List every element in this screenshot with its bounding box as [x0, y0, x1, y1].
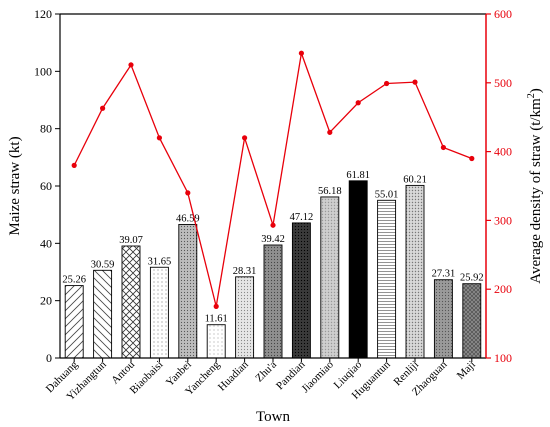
density-point-14 [440, 144, 446, 151]
bar-value-label-3: 39.07 [119, 235, 143, 246]
y-left-tick-label-3: 60 [40, 179, 52, 193]
y-right-tick-label-2: 300 [494, 213, 512, 227]
y-right-tick-label-3: 400 [494, 145, 512, 159]
y-right-ticks: 100 200 300 400 500 600 [486, 7, 512, 365]
bar-12 [377, 199, 397, 359]
bar-value-label-15: 25.92 [460, 273, 484, 284]
bar-value-label-13: 60.21 [403, 174, 427, 185]
bar-value-label-9: 47.12 [290, 212, 314, 223]
bar-13 [405, 184, 425, 359]
bar-value-label-8: 39.42 [261, 234, 285, 245]
y-left-axis-title: Maize straw (kt) [7, 136, 23, 235]
y-left-tick-label-4: 80 [40, 122, 52, 136]
x-category-label-7: Huadian [216, 358, 251, 393]
density-point-8 [270, 222, 276, 228]
bar-7 [235, 276, 255, 359]
y-right-title-main: Average density of straw (t/km [528, 98, 544, 284]
bar-9 [291, 222, 311, 359]
density-point-3 [128, 62, 134, 68]
x-category-label-10: Jiaomiao [299, 358, 336, 395]
y-right-tick-label-0: 100 [494, 351, 512, 365]
bar-10 [320, 196, 340, 359]
x-category-label-8: Zhu'a [253, 359, 279, 385]
bar-value-label-2: 30.59 [91, 259, 115, 270]
y-left-tick-label-0: 0 [46, 351, 52, 365]
bar-4 [149, 266, 169, 359]
bar-3 [121, 245, 141, 359]
bar-value-label-5: 46.59 [176, 213, 200, 224]
bar-11 [348, 180, 368, 359]
bar-8 [263, 244, 283, 359]
bar-value-label-7: 28.31 [233, 266, 257, 277]
density-point-4 [156, 135, 162, 141]
density-point-6 [213, 303, 219, 309]
density-point-7 [242, 135, 248, 141]
density-point-5 [185, 190, 191, 196]
density-point-13 [412, 79, 418, 85]
y-left-tick-label-1: 20 [40, 294, 52, 308]
bar-value-label-11: 61.81 [346, 170, 370, 181]
y-left-tick-label-5: 100 [34, 64, 52, 78]
bar-value-label-10: 56.18 [318, 186, 342, 197]
bar-6 [206, 324, 226, 359]
bar-2 [93, 269, 113, 359]
density-point-9 [298, 50, 304, 56]
density-point-11 [355, 100, 361, 106]
density-point-15 [469, 155, 475, 162]
bar-value-label-4: 31.65 [148, 256, 172, 267]
y-left-ticks: 0 20 40 60 80 100 120 [34, 7, 60, 365]
density-point-10 [327, 129, 333, 135]
density-line-layer [71, 50, 475, 309]
bar-15 [462, 283, 482, 359]
bar-value-label-6: 11.61 [205, 314, 228, 325]
y-left-tick-label-6: 120 [34, 7, 52, 21]
x-axis-title: Town [256, 409, 290, 425]
y-right-tick-label-4: 500 [494, 76, 512, 90]
y-left-tick-label-2: 40 [40, 236, 52, 250]
bar-value-label-1: 25.26 [62, 275, 86, 286]
y-right-tick-label-1: 200 [494, 282, 512, 296]
y-right-title-sup: 2 [526, 93, 537, 98]
x-category-label-15: Maji [455, 359, 478, 382]
density-point-12 [384, 80, 390, 87]
data-labels-layer: 25.26 30.59 39.07 31.65 46.59 11.61 28.31 39.42… [62, 170, 483, 325]
bars-layer [64, 180, 482, 359]
bar-5 [178, 223, 198, 359]
density-point-1 [71, 162, 77, 168]
bar-value-label-12: 55.01 [375, 189, 399, 200]
y-right-tick-label-5: 600 [494, 7, 512, 21]
bar-1 [64, 285, 84, 359]
bar-value-label-14: 27.31 [432, 269, 456, 280]
density-point-2 [100, 105, 106, 111]
bar-14 [433, 279, 453, 359]
y-right-axis-title: Average density of straw (t/km2) [526, 88, 544, 284]
y-right-title-end: ) [528, 88, 544, 93]
